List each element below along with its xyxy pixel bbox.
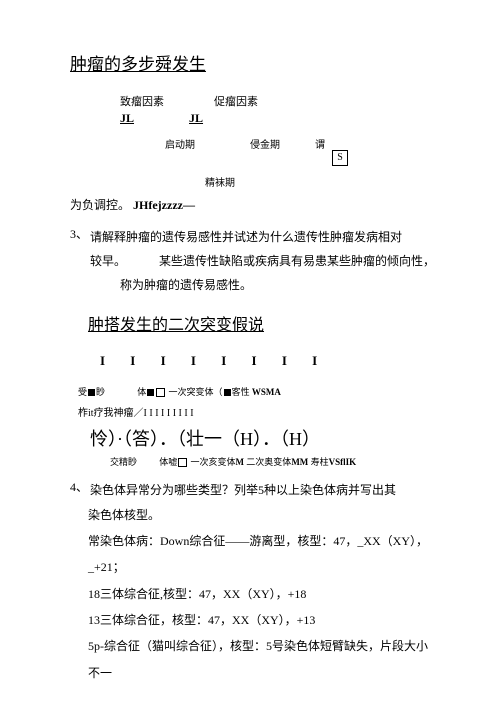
l1d: 一次突变体（	[169, 387, 223, 397]
q3c: 某些遗传性缺陷或疾病具有易患某些肿瘤的倾向性，	[159, 254, 435, 268]
q3: 3、 请解释肿瘤的遗传易感性并试述为什么遗传性肿瘤发病相对 较早。 某些遗传性缺…	[70, 225, 440, 297]
section-title-1: 肿瘤的多步舜发生	[70, 50, 440, 75]
sb: 体嘘	[159, 457, 177, 467]
sd: M	[236, 457, 245, 467]
neg-code: JHfejzzzz—	[133, 198, 195, 212]
l1c: 体	[137, 387, 146, 397]
q3-text: 请解释肿瘤的遗传易感性并试述为什么遗传性肿瘤发病相对 较早。 某些遗传性缺陷或疾…	[90, 225, 440, 297]
q4-text: 染色体异常分为哪些类型？列举5种以上染色体病并写出其	[90, 478, 440, 502]
l1a: 受	[78, 387, 87, 397]
big-line: 怜）·（答）．（壮一（H）．（H）	[90, 425, 440, 451]
l1f: WSMA	[252, 387, 281, 397]
sq-icon	[88, 389, 95, 396]
neg-text: 为负调控。	[70, 198, 130, 212]
q3a: 请解释肿瘤的遗传易感性并试述为什么遗传性肿瘤发病相对	[90, 230, 402, 244]
phase-promo: 侵金期	[250, 136, 280, 151]
q3b: 较早。	[90, 254, 126, 268]
section-title-2: 肿搭发生的二次突变假说	[88, 311, 440, 335]
c4: 5p-综合征（猫叫综合征），核型：5号染色体短臂缺失，片段大小	[88, 633, 440, 659]
c2: 18三体综合征,核型：47，XX（XY），+18	[88, 581, 440, 607]
sq-icon	[147, 389, 154, 396]
q4-num: 4、	[70, 478, 90, 502]
factor-left: 致瘤因素	[120, 93, 164, 109]
sig-line: 交精眇 体嘘 一次亥变体M 二次奥变体MM 寿柱VSflIK	[110, 455, 440, 468]
jl-row: JL JL	[120, 111, 440, 126]
l1e: 客性	[232, 387, 250, 397]
s-box: S	[332, 150, 348, 166]
s-wrap: S	[330, 149, 440, 166]
phase-suffix: 谓	[315, 136, 325, 151]
c1: 常染色体病：Down综合征——游离型，核型：47，_XX（XY），_+21；	[88, 528, 440, 581]
mut-line-1: 受眇 体 一次突变体（ 客性 WSMA	[78, 385, 440, 398]
sg: 寿柱	[311, 457, 329, 467]
sa: 交精眇	[110, 457, 137, 467]
sub-phase: 精袜期	[205, 174, 440, 189]
jl-2: JL	[189, 111, 203, 126]
se: 二次奥变体	[246, 457, 291, 467]
c5: 不一	[88, 660, 440, 686]
q4a: 染色体异常分为哪些类型？列举5种以上染色体病并写出其	[90, 483, 396, 497]
jl-1: JL	[120, 111, 134, 126]
factor-labels: 致瘤因素 促瘤因素	[120, 93, 440, 109]
q4b: 染色体核型。	[88, 502, 440, 528]
neg-line: 为负调控。 JHfejzzzz—	[70, 193, 440, 217]
q3d: 称为肿瘤的遗传易感性。	[120, 278, 252, 292]
phase-start: 启动期	[165, 136, 195, 151]
factor-right: 促瘤因素	[214, 93, 258, 109]
q4: 4、 染色体异常分为哪些类型？列举5种以上染色体病并写出其	[70, 478, 440, 502]
q3-num: 3、	[70, 225, 90, 297]
sq-open-icon	[178, 458, 187, 467]
sc: 一次亥变体	[191, 457, 236, 467]
c3: 13三体综合征，核型：47，XX（XY），+13	[88, 607, 440, 633]
i-line: 柞it疗我神瘤／I I I I I I I I I	[78, 404, 440, 419]
l1b: 眇	[96, 387, 105, 397]
sq-icon	[224, 389, 231, 396]
sh: VSflIK	[329, 457, 357, 467]
sf: MM	[291, 457, 308, 467]
sq-open-icon	[156, 388, 165, 397]
ii-row: I I I I I I I I	[100, 353, 440, 369]
